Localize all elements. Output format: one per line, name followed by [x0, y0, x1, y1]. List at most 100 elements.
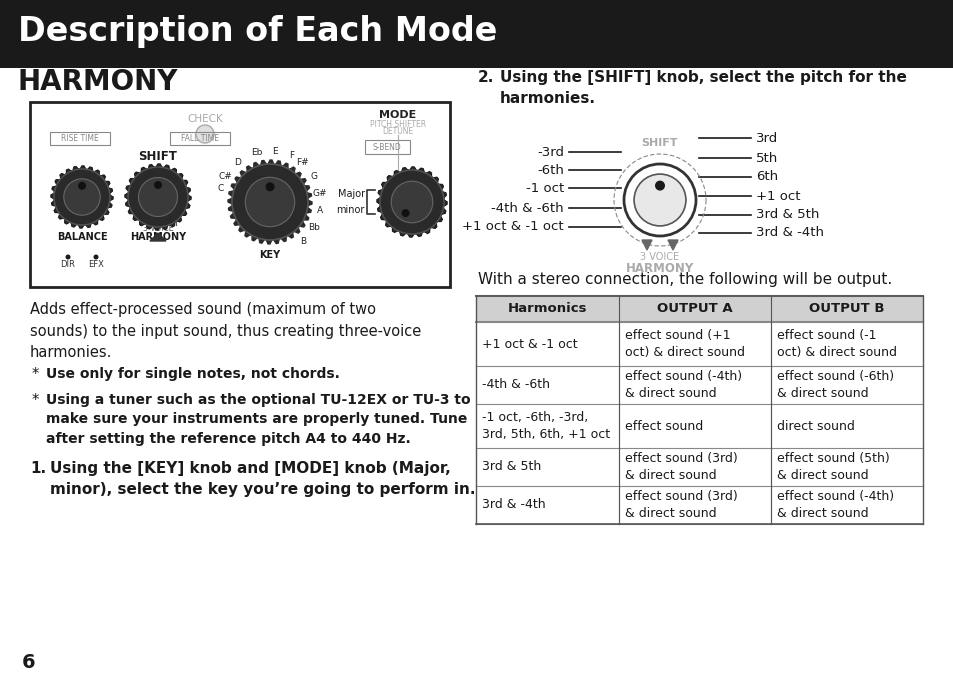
Text: HARMONY: HARMONY — [625, 262, 694, 275]
Polygon shape — [376, 167, 447, 237]
Text: G#: G# — [313, 189, 327, 198]
Circle shape — [66, 255, 71, 259]
Text: SHIFT: SHIFT — [641, 138, 678, 148]
Text: HARMONY: HARMONY — [18, 68, 178, 96]
Circle shape — [153, 181, 162, 189]
Text: Use only for single notes, not chords.: Use only for single notes, not chords. — [46, 367, 339, 381]
Text: effect sound (-6th)
& direct sound: effect sound (-6th) & direct sound — [776, 370, 893, 400]
Text: Using a tuner such as the optional TU-12EX or TU-3 to
make sure your instruments: Using a tuner such as the optional TU-12… — [46, 393, 470, 446]
Text: effect sound (-1
oct) & direct sound: effect sound (-1 oct) & direct sound — [776, 329, 896, 359]
Text: 2.: 2. — [477, 70, 494, 85]
Text: effect sound (-4th)
& direct sound: effect sound (-4th) & direct sound — [776, 490, 893, 519]
Circle shape — [64, 179, 100, 215]
Text: -4th & -6th: -4th & -6th — [491, 202, 563, 215]
Text: -3rd: -3rd — [537, 145, 563, 158]
Text: F#: F# — [296, 158, 309, 168]
FancyBboxPatch shape — [0, 0, 953, 68]
Text: EFX: EFX — [88, 260, 104, 269]
Text: FALL TIME: FALL TIME — [181, 134, 219, 143]
Bar — [0, 0, 953, 48]
Text: G: G — [311, 172, 317, 181]
Text: *: * — [32, 367, 39, 382]
Bar — [476, 296, 923, 322]
Circle shape — [245, 177, 294, 227]
Bar — [365, 140, 410, 154]
Polygon shape — [51, 166, 112, 228]
Circle shape — [379, 170, 443, 234]
Text: effect sound (+1
oct) & direct sound: effect sound (+1 oct) & direct sound — [624, 329, 744, 359]
Text: direct sound: direct sound — [776, 420, 854, 433]
Text: 3 VOICE: 3 VOICE — [639, 252, 679, 262]
Circle shape — [623, 164, 696, 236]
Circle shape — [195, 125, 213, 143]
Text: effect sound: effect sound — [624, 420, 702, 433]
Text: DIR: DIR — [60, 260, 75, 269]
Bar — [0, 0, 953, 10]
Text: HARMONY: HARMONY — [130, 232, 186, 242]
Circle shape — [232, 164, 308, 240]
Text: CHECK: CHECK — [187, 114, 223, 124]
Text: E: E — [272, 147, 277, 155]
Text: +1 oct & -1 oct: +1 oct & -1 oct — [462, 221, 563, 234]
Bar — [933, 0, 953, 58]
Text: Description of Each Mode: Description of Each Mode — [18, 15, 497, 48]
Circle shape — [655, 181, 664, 191]
Text: Harmonics: Harmonics — [507, 303, 587, 316]
Text: KEY: KEY — [259, 250, 280, 260]
Text: effect sound (3rd)
& direct sound: effect sound (3rd) & direct sound — [624, 452, 737, 481]
Text: Eb: Eb — [251, 148, 262, 158]
Text: 3rd & -4th: 3rd & -4th — [755, 227, 823, 240]
Polygon shape — [641, 240, 651, 250]
Text: -1 oct, -6th, -3rd,
3rd, 5th, 6th, +1 oct: -1 oct, -6th, -3rd, 3rd, 5th, 6th, +1 oc… — [481, 411, 610, 441]
Circle shape — [128, 167, 188, 227]
Text: A: A — [316, 206, 323, 215]
Text: PITCH SHIFTER: PITCH SHIFTER — [370, 120, 426, 129]
Text: RISE TIME: RISE TIME — [61, 134, 99, 143]
Text: 3rd & -4th: 3rd & -4th — [481, 498, 545, 511]
Text: 3rd: 3rd — [755, 132, 778, 145]
Text: Adds effect-processed sound (maximum of two
sounds) to the input sound, thus cre: Adds effect-processed sound (maximum of … — [30, 302, 421, 360]
Text: BALANCE: BALANCE — [56, 232, 107, 242]
Text: B: B — [299, 236, 306, 246]
Text: MODE: MODE — [379, 110, 416, 120]
Text: 1.: 1. — [30, 461, 46, 476]
Text: 3rd & 5th: 3rd & 5th — [755, 208, 819, 221]
Text: -4th & -6th: -4th & -6th — [481, 378, 550, 392]
Text: Major: Major — [337, 189, 365, 199]
Text: +1 oct & -1 oct: +1 oct & -1 oct — [481, 337, 577, 350]
Text: effect sound (5th)
& direct sound: effect sound (5th) & direct sound — [776, 452, 889, 481]
Text: F: F — [289, 151, 294, 160]
Circle shape — [265, 182, 274, 191]
Text: effect sound (3rd)
& direct sound: effect sound (3rd) & direct sound — [624, 490, 737, 519]
Text: -1 oct: -1 oct — [525, 181, 563, 194]
Text: 6: 6 — [22, 653, 35, 672]
Circle shape — [391, 181, 433, 223]
Text: S-BEND: S-BEND — [373, 143, 401, 151]
Polygon shape — [150, 233, 166, 241]
Text: C: C — [217, 184, 224, 194]
Text: SHIFT: SHIFT — [138, 150, 177, 163]
Text: C#: C# — [219, 172, 233, 181]
Circle shape — [401, 209, 409, 217]
Polygon shape — [667, 240, 678, 250]
Text: minor: minor — [336, 205, 365, 215]
Text: D: D — [233, 158, 240, 168]
Text: Using the [KEY] knob and [MODE] knob (Major,
minor), select the key you’re going: Using the [KEY] knob and [MODE] knob (Ma… — [50, 461, 475, 497]
Text: 6th: 6th — [755, 170, 778, 183]
Circle shape — [78, 182, 86, 190]
Text: DETUNE: DETUNE — [382, 127, 414, 136]
Bar — [50, 132, 110, 145]
Text: +1 oct: +1 oct — [755, 189, 800, 202]
Text: OUTPUT A: OUTPUT A — [657, 303, 732, 316]
Text: Bb: Bb — [308, 223, 320, 232]
Text: With a stereo connection, the following will be output.: With a stereo connection, the following … — [477, 272, 891, 287]
Bar — [30, 102, 450, 287]
Text: OUTPUT B: OUTPUT B — [808, 303, 883, 316]
Text: Using the [SHIFT] knob, select the pitch for the
harmonies.: Using the [SHIFT] knob, select the pitch… — [499, 70, 906, 106]
Text: -6th: -6th — [537, 164, 563, 177]
Circle shape — [54, 169, 110, 225]
Bar — [170, 132, 230, 145]
Polygon shape — [125, 164, 191, 230]
Circle shape — [634, 174, 685, 226]
Text: *: * — [32, 393, 39, 408]
